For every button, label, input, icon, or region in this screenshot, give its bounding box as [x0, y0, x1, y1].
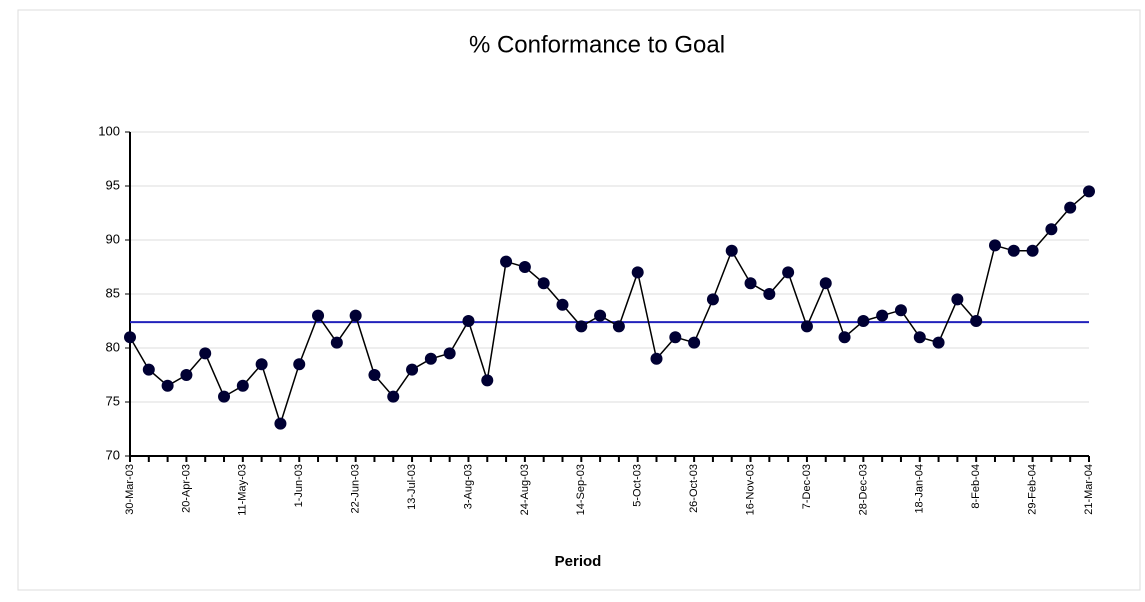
point: [293, 358, 306, 371]
point: [594, 309, 607, 322]
x-tick-label: 29-Feb-04: [1026, 464, 1038, 515]
point: [575, 320, 588, 333]
point: [669, 331, 682, 344]
point: [688, 336, 701, 349]
point: [424, 352, 437, 365]
point: [932, 336, 945, 349]
y-tick-label: 70: [106, 447, 120, 462]
point: [556, 298, 569, 311]
point: [1007, 244, 1020, 257]
point: [462, 315, 475, 327]
point: [819, 277, 832, 290]
point: [368, 369, 381, 381]
point: [612, 320, 625, 333]
x-tick-label: 26-Oct-03: [688, 464, 700, 513]
x-tick-label: 13-Jul-03: [406, 464, 418, 510]
point: [913, 331, 926, 344]
y-tick-label: 80: [106, 339, 120, 354]
point: [725, 244, 738, 257]
point: [650, 352, 663, 365]
point: [1045, 223, 1058, 236]
point: [330, 336, 343, 349]
point: [951, 293, 964, 306]
point: [782, 266, 795, 279]
point: [537, 277, 550, 290]
line: [129, 190, 1090, 427]
y-tick-label: 100: [98, 123, 120, 138]
point: [236, 379, 249, 392]
point: [142, 363, 155, 376]
point: [500, 255, 513, 268]
x-tick-label: 22-Jun-03: [350, 464, 362, 514]
point: [161, 379, 174, 392]
x-tick-label: 8-Feb-04: [970, 464, 982, 509]
y-tick-label: 90: [106, 231, 120, 246]
x-tick-label: 28-Dec-03: [857, 464, 869, 515]
point: [1026, 244, 1039, 257]
point: [1064, 201, 1077, 214]
point: [443, 347, 456, 360]
point: [218, 390, 231, 403]
x-tick-label: 30-Mar-03: [124, 464, 136, 515]
point: [876, 309, 889, 322]
y-tick-label: 95: [106, 177, 120, 192]
point: [180, 369, 193, 381]
point: [988, 239, 1001, 252]
x-tick-label: 14-Sep-03: [575, 464, 587, 515]
point: [518, 261, 531, 273]
point: [406, 363, 419, 376]
point: [387, 390, 400, 403]
y-tick-label: 85: [106, 285, 120, 300]
point: [199, 347, 212, 360]
x-tick-label: 21-Mar-04: [1083, 464, 1095, 515]
point: [124, 331, 136, 344]
x-axis-label: Period: [555, 553, 602, 570]
x-tick-label: 24-Aug-03: [519, 464, 531, 515]
point: [349, 309, 362, 322]
x-tick-label: 11-May-03: [237, 464, 249, 516]
chart-title: % Conformance to Goal: [469, 31, 725, 58]
point: [838, 331, 851, 344]
point: [744, 277, 757, 290]
point: [312, 309, 325, 322]
y-tick-label: 75: [106, 393, 120, 408]
x-tick-label: 18-Jan-04: [914, 464, 926, 514]
x-tick-label: 20-Apr-03: [180, 464, 192, 513]
point: [1083, 185, 1095, 198]
point: [255, 358, 268, 371]
point: [970, 315, 983, 327]
x-tick-label: 5-Oct-03: [632, 464, 644, 507]
point: [763, 288, 776, 300]
point: [631, 266, 644, 279]
point: [706, 293, 719, 306]
point: [800, 320, 813, 333]
point: [274, 417, 287, 430]
x-tick-label: 7-Dec-03: [801, 464, 813, 509]
point: [481, 374, 494, 387]
x-tick-label: 1-Jun-03: [293, 464, 305, 507]
point: [894, 304, 907, 317]
x-tick-label: 16-Nov-03: [744, 464, 756, 515]
x-tick-label: 3-Aug-03: [462, 464, 474, 509]
point: [857, 315, 870, 327]
